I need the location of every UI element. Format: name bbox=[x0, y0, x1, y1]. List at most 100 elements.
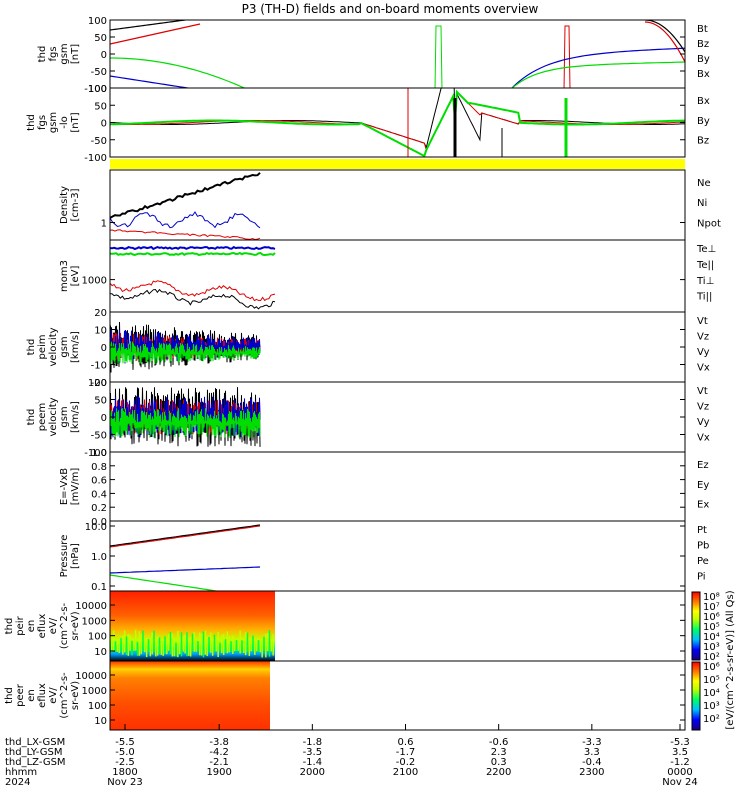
colorbar-tick-label: 10⁴ bbox=[703, 688, 720, 699]
y-tick-label: 10000 bbox=[75, 601, 107, 612]
series-line-ni bbox=[110, 172, 261, 219]
y-tick-label: 0.6 bbox=[91, 476, 107, 487]
y-tick-label: 100 bbox=[88, 632, 107, 643]
x-tick-label: 0.6 bbox=[398, 737, 414, 748]
legend-Bx: Bx bbox=[697, 96, 710, 107]
y-tick-label: 10 bbox=[94, 716, 107, 727]
panel-pressure: 10.0 1.0 0.1 Pressure[nPa] Pt Pb Pe Pi bbox=[59, 520, 709, 593]
x-tick-label: 2.3 bbox=[491, 747, 507, 758]
y-tick-label: -10 bbox=[91, 361, 107, 372]
legend-Ex: Ex bbox=[697, 500, 709, 511]
y-tick-label: 1000 bbox=[82, 686, 107, 697]
series-line-bz bbox=[563, 25, 571, 88]
y-tick-label: 10 bbox=[94, 326, 107, 337]
legend-By: By bbox=[697, 116, 710, 127]
series-line-pi bbox=[110, 566, 261, 574]
colorbar-tick-label: 10⁵ bbox=[703, 675, 720, 686]
legend-Pi: Pi bbox=[697, 571, 706, 582]
y-tick-label: 1000 bbox=[82, 276, 107, 287]
x-tick-label: 1800 bbox=[112, 767, 137, 778]
y-tick-label: 10.0 bbox=[85, 522, 107, 533]
colorbar-label: [eV/(cm^2-s-sr-eV)] (All Qs) bbox=[725, 590, 736, 729]
legend-Vx: Vx bbox=[697, 362, 710, 373]
y-axis-label-line: [cm-3] bbox=[70, 188, 81, 221]
y-axis-label: thdpeirenefluxeV/(cm^2-s-sr-eV) bbox=[4, 602, 81, 649]
legend-Bz: Bz bbox=[697, 39, 709, 50]
y-axis-label-line: [km/s] bbox=[70, 331, 81, 363]
legend-Vt: Vt bbox=[697, 386, 708, 397]
y-tick-label: 1000 bbox=[82, 616, 107, 627]
panels-group: 100500-50-100thdfgsgsm[nT]BtBzByBx100500… bbox=[4, 16, 736, 731]
series-line-tipar bbox=[110, 251, 276, 257]
y-axis-label-line: Density bbox=[59, 186, 70, 224]
panel-peir: 10000 1000 100 10 thdpeirenefluxeV/(cm^2-s-s… bbox=[4, 590, 686, 662]
series-line-ne bbox=[110, 229, 261, 240]
y-axis-label-line: velocity bbox=[48, 327, 59, 366]
y-axis-label: E=-VxB[mV/m] bbox=[59, 468, 81, 506]
y-axis-label-line: eflux bbox=[37, 683, 48, 708]
y-tick-label: -100 bbox=[84, 153, 107, 164]
x-tick-label: -3.3 bbox=[582, 737, 602, 748]
y-axis-label-line: thd bbox=[26, 339, 37, 356]
y-tick-label: 1.0 bbox=[91, 448, 107, 459]
x-row-label: hhmm bbox=[5, 767, 37, 778]
x-tick-label: -1.7 bbox=[396, 747, 416, 758]
y-axis-label-line: peem bbox=[37, 403, 48, 431]
series-line-by bbox=[434, 25, 443, 88]
y-tick-label: 0.4 bbox=[91, 489, 107, 500]
y-axis-label-line: [nT] bbox=[70, 44, 81, 64]
y-axis-label-line: mom3 bbox=[59, 260, 70, 292]
y-tick-label: 0.2 bbox=[91, 503, 107, 514]
x-tick-label: -3.5 bbox=[303, 747, 323, 758]
colorbar-tick-label: 10⁴ bbox=[703, 632, 720, 643]
y-tick-label: 50 bbox=[94, 101, 107, 112]
y-axis-label-line: en bbox=[26, 689, 37, 702]
x-tick-label: 0.3 bbox=[491, 757, 507, 768]
panel-data-fgs_lo bbox=[110, 88, 685, 157]
y-axis-label-line: [mV/m] bbox=[70, 468, 81, 506]
x-tick-label: 3.5 bbox=[672, 747, 688, 758]
panel-peer: 10000 1000 100 10 thdpeerenefluxeV/(cm^2-s-s… bbox=[4, 660, 686, 731]
y-tick-label: 0.0 bbox=[91, 517, 107, 528]
legend-Vy: Vy bbox=[697, 417, 710, 428]
legend-Ti⊥: Ti⊥ bbox=[696, 276, 714, 287]
x-tick-label: 2100 bbox=[393, 767, 418, 778]
y-axis-label-line: eflux bbox=[37, 614, 48, 639]
series-line-pe bbox=[110, 574, 222, 591]
x-tick-label: -4.2 bbox=[209, 747, 229, 758]
series-line-bt bbox=[644, 20, 685, 53]
y-tick-label: 0 bbox=[101, 119, 107, 130]
y-axis-label: mom3[eV] bbox=[59, 260, 81, 292]
y-axis-label-line: peim bbox=[37, 334, 48, 359]
series-line-bt bbox=[110, 20, 190, 31]
colorbar-tick-label: 10² bbox=[703, 652, 720, 663]
colorbar-tick-label: 10² bbox=[703, 714, 720, 725]
y-axis-label-line: thd bbox=[4, 618, 15, 635]
y-axis-label: Density[cm-3] bbox=[59, 186, 81, 224]
series-line-bx bbox=[511, 47, 685, 88]
y-tick-label: 1 bbox=[101, 219, 107, 230]
y-axis-label-line: thd bbox=[26, 114, 37, 131]
quality-bar bbox=[110, 159, 685, 169]
colorbar-tick-label: 10⁷ bbox=[703, 602, 720, 613]
y-axis-label-line: [nT] bbox=[70, 112, 81, 132]
y-tick-label: -50 bbox=[91, 136, 107, 147]
panel-data-peir bbox=[110, 591, 275, 661]
panel-efield: 1.0 0.8 0.6 0.4 0.2 0.0 E=-VxB[mV/m] Ez Ey Ex bbox=[59, 448, 709, 528]
chart-title: P3 (TH-D) fields and on-board moments ov… bbox=[242, 2, 539, 16]
y-axis-label-line: en bbox=[26, 620, 37, 633]
y-tick-label: -50 bbox=[91, 67, 107, 78]
panel-density: 1 Density[cm-3] Ne Ni Npot bbox=[59, 169, 721, 241]
legend-Bx: Bx bbox=[697, 69, 710, 80]
y-tick-label: -20 bbox=[91, 378, 107, 389]
colorbar-tick-label: 10⁸ bbox=[703, 592, 720, 603]
series-line-tiperp bbox=[110, 245, 276, 251]
y-axis-label-line: thd bbox=[37, 46, 48, 63]
x-tick-label: 0000 bbox=[667, 767, 692, 778]
legend-Te||: Te|| bbox=[696, 260, 714, 271]
legend-Bt: Bt bbox=[697, 24, 708, 35]
panel-data-pressure bbox=[110, 524, 261, 591]
y-tick-label: 50 bbox=[94, 33, 107, 44]
x-tick-label: 2300 bbox=[579, 767, 604, 778]
